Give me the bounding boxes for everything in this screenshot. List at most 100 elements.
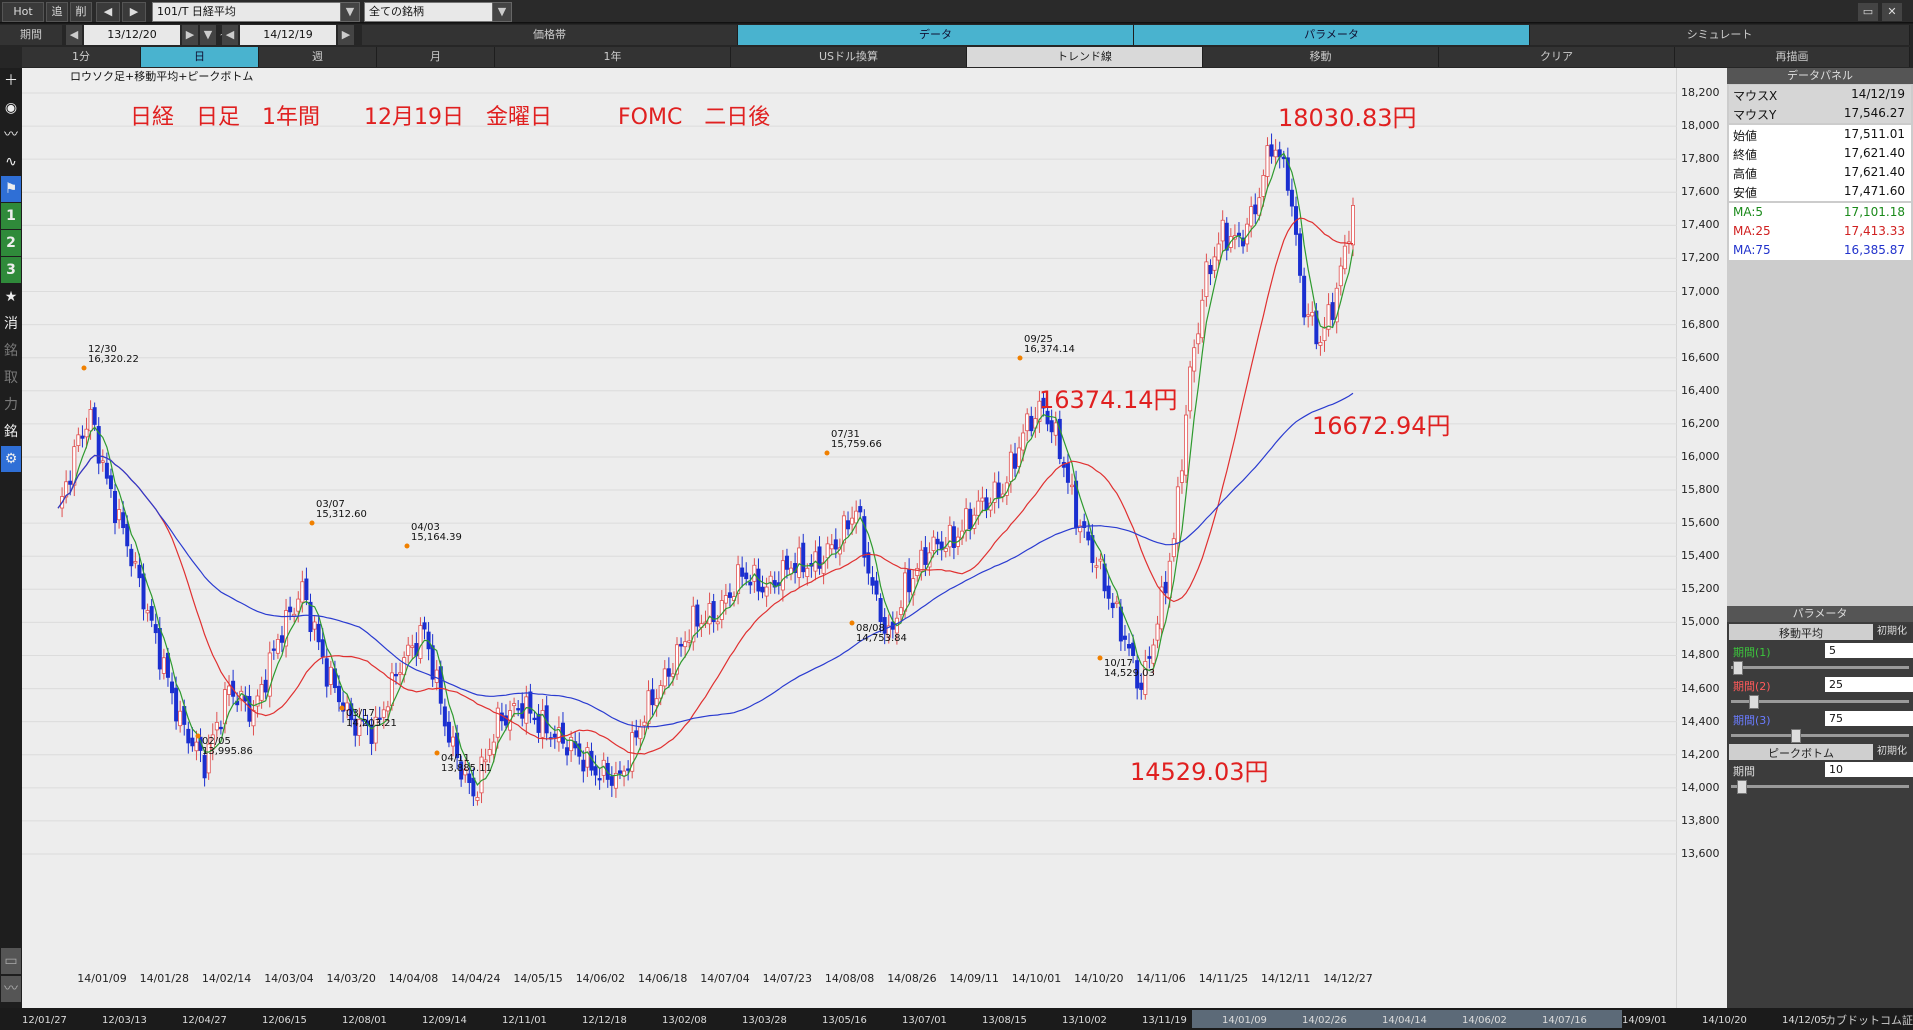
sidebar-item-chikara[interactable]: 力 [4, 397, 18, 413]
candle-body [951, 526, 956, 548]
slider-knob[interactable] [1749, 695, 1759, 709]
candle-body [153, 624, 158, 634]
delete-button[interactable]: 削 [70, 2, 92, 22]
filter-dropdown-icon[interactable]: ▼ [492, 2, 512, 22]
candle-body [1342, 245, 1347, 270]
usd-convert-button[interactable]: USドル換算 [731, 47, 967, 67]
slider-knob[interactable] [1791, 729, 1801, 743]
clear-button[interactable]: クリア [1439, 47, 1675, 67]
sidebar-item-brand[interactable]: 銘 [4, 424, 18, 440]
minimize-icon[interactable]: ▭ [1858, 3, 1878, 21]
ma-reset-button[interactable]: 初期化 [1873, 624, 1911, 640]
date-from-next-icon[interactable]: ▶ [182, 25, 198, 45]
simulate-button[interactable]: シミュレート [1530, 25, 1910, 45]
redraw-button[interactable]: 再描画 [1675, 47, 1910, 67]
line-mini-icon[interactable]: 〰 [1, 976, 21, 1002]
overview-tick-label: 14/09/01 [1622, 1015, 1667, 1026]
symbol-field[interactable]: 101/T 日経平均 [152, 2, 343, 22]
hot-button[interactable]: Hot [2, 2, 44, 22]
star-icon[interactable]: ★ [4, 289, 18, 305]
ma-period-2-slider[interactable] [1731, 695, 1909, 709]
tab-1year[interactable]: 1年 [495, 47, 731, 67]
prev-symbol-button[interactable]: ◀ [96, 2, 120, 22]
line-chart-icon[interactable]: 〰 [4, 127, 18, 143]
candle-body [1021, 432, 1026, 451]
plus-icon[interactable]: ＋ [4, 73, 18, 89]
ma-1-button[interactable]: 1 [1, 203, 21, 229]
candle-body [389, 672, 394, 706]
overview-tick-label: 12/09/14 [422, 1015, 467, 1026]
ma-period-1-field[interactable]: 5 [1825, 643, 1913, 658]
candle-body [137, 564, 142, 579]
ma-2-button[interactable]: 2 [1, 230, 21, 256]
date-to-prev-icon[interactable]: ◀ [222, 25, 238, 45]
period-prev-icon[interactable]: ◀ [66, 25, 82, 45]
candle-body [328, 666, 333, 685]
ma-period-3-slider[interactable] [1731, 729, 1909, 743]
candle-body [817, 546, 822, 569]
overview-strip[interactable]: 12/01/27 12/03/13 12/04/27 12/06/15 12/08/01… [0, 1008, 1913, 1030]
tab-monthly[interactable]: 月 [377, 47, 495, 67]
pb-period-slider[interactable] [1731, 780, 1909, 794]
candle-body [1029, 415, 1034, 432]
ma-period-2-field[interactable]: 25 [1825, 677, 1913, 692]
peak-bottom-value: 16,320.22 [88, 354, 139, 365]
erase-button[interactable]: 消 [4, 316, 18, 332]
pb-reset-button[interactable]: 初期化 [1873, 744, 1911, 760]
x-tick-label: 14/06/02 [576, 972, 625, 985]
filter-field[interactable]: 全ての銘柄 [364, 2, 495, 22]
pb-period-field[interactable]: 10 [1825, 762, 1913, 777]
close-icon[interactable]: ✕ [1882, 3, 1902, 21]
parameter-button[interactable]: パラメータ [1134, 25, 1530, 45]
camera-icon[interactable]: ◉ [4, 100, 18, 116]
ma-period-3-field[interactable]: 75 [1825, 711, 1913, 726]
trendline-button[interactable]: トレンド線 [967, 47, 1203, 67]
date-from-field[interactable]: 13/12/20 [84, 25, 180, 45]
wave-chart-icon[interactable]: ∿ [5, 154, 17, 170]
candle-body [1257, 197, 1262, 216]
candle-body [410, 645, 415, 648]
slider-knob[interactable] [1733, 661, 1743, 675]
candle-body [569, 736, 574, 752]
candle-body [194, 741, 199, 752]
add-button[interactable]: 追 [46, 2, 68, 22]
candle-body [255, 695, 260, 707]
candle-body [300, 581, 305, 603]
ma-param-header: 移動平均 初期化 [1729, 624, 1911, 640]
data-row-low: 安値 17,471.60 [1729, 182, 1911, 201]
candle-body [679, 643, 684, 647]
move-button[interactable]: 移動 [1203, 47, 1439, 67]
price-band-button[interactable]: 価格帯 [362, 25, 738, 45]
tab-1min[interactable]: 1分 [22, 47, 141, 67]
tab-daily[interactable]: 日 [141, 47, 259, 67]
ma-period-1-slider[interactable] [1731, 661, 1909, 675]
candle-body [121, 512, 126, 529]
data-button[interactable]: データ [738, 25, 1134, 45]
chart-mini-icon[interactable]: ▭ [1, 948, 21, 974]
next-symbol-button[interactable]: ▶ [122, 2, 146, 22]
slider-knob[interactable] [1737, 780, 1747, 794]
candle-body [279, 635, 284, 643]
candle-body [467, 773, 472, 783]
tab-weekly[interactable]: 週 [259, 47, 377, 67]
candle-body [442, 706, 447, 727]
chart-area[interactable]: 12/30 16,320.22 02/05 13,995.86 03/07 15,312.… [22, 68, 1678, 1008]
ma-3-button[interactable]: 3 [1, 257, 21, 283]
candle-body [1139, 682, 1144, 690]
date-to-next-icon[interactable]: ▶ [338, 25, 354, 45]
sidebar-item-tori[interactable]: 取 [4, 370, 18, 386]
candle-body [1184, 414, 1189, 476]
date-from-dropdown-icon[interactable]: ▼ [200, 25, 216, 45]
date-to-field[interactable]: 14/12/19 [240, 25, 336, 45]
y-tick-label: 17,800 [1681, 152, 1720, 166]
symbol-dropdown-icon[interactable]: ▼ [340, 2, 360, 22]
sidebar-item-mei[interactable]: 銘 [4, 343, 18, 359]
candle-body [980, 497, 985, 502]
candle-body [1008, 451, 1013, 482]
candle-body [487, 749, 492, 756]
gear-icon[interactable]: ⚙ [1, 446, 21, 472]
flag-icon[interactable]: ⚑ [1, 176, 21, 202]
candle-body [84, 428, 89, 438]
candle-body [605, 762, 610, 780]
